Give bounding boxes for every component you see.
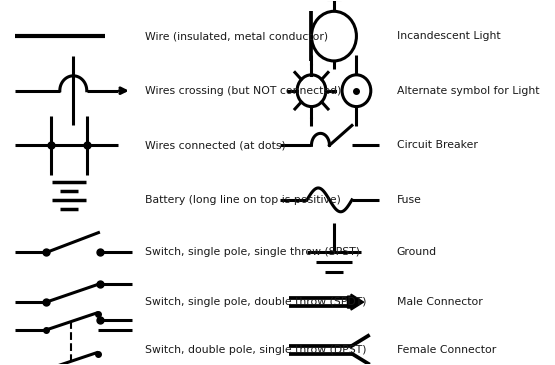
Text: Wire (insulated, metal conductor): Wire (insulated, metal conductor) — [145, 31, 329, 41]
FancyArrow shape — [347, 294, 364, 310]
Text: Incandescent Light: Incandescent Light — [397, 31, 501, 41]
Text: Switch, double pole, single throw (DPST): Switch, double pole, single throw (DPST) — [145, 345, 367, 355]
Text: Alternate symbol for Light: Alternate symbol for Light — [397, 86, 539, 96]
Text: Fuse: Fuse — [397, 195, 422, 205]
Text: Switch, single pole, double throw (SPDT): Switch, single pole, double throw (SPDT) — [145, 297, 367, 307]
Text: Male Connector: Male Connector — [397, 297, 483, 307]
Text: Circuit Breaker: Circuit Breaker — [397, 140, 478, 150]
Text: Wires connected (at dots): Wires connected (at dots) — [145, 140, 286, 150]
Text: Ground: Ground — [397, 247, 437, 257]
Text: Wires crossing (but NOT connected): Wires crossing (but NOT connected) — [145, 86, 341, 96]
Text: Battery (long line on top is positive): Battery (long line on top is positive) — [145, 195, 341, 205]
Text: Switch, single pole, single throw (SPST): Switch, single pole, single throw (SPST) — [145, 247, 360, 257]
Text: Female Connector: Female Connector — [397, 345, 496, 355]
